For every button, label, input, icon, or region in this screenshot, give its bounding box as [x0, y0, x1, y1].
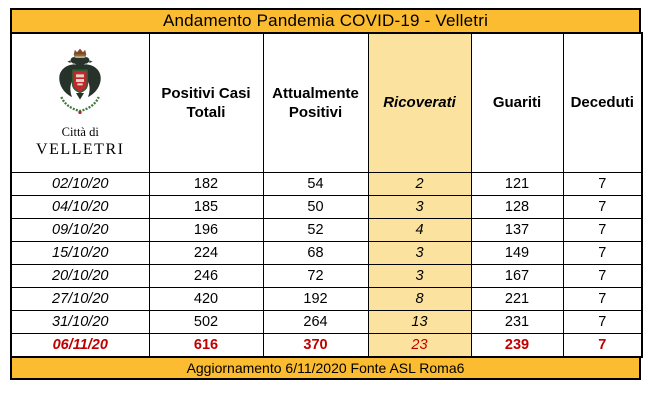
ricoverati-cell: 2	[367, 172, 472, 196]
covid-data-table: Città di VELLETRI Positivi Casi Totali A…	[10, 32, 643, 358]
deceduti-cell: 7	[562, 241, 643, 265]
guariti-cell: 167	[470, 264, 564, 288]
date-cell: 02/10/20	[10, 172, 150, 196]
table-row: 15/10/20 224 68 3 149 7	[10, 241, 643, 265]
date-cell: 15/10/20	[10, 241, 150, 265]
date-cell: 04/10/20	[10, 195, 150, 219]
deceduti-cell: 7	[562, 310, 643, 334]
positivi-casi-totali-cell: 246	[148, 264, 264, 288]
deceduti-cell: 7	[562, 172, 643, 196]
attualmente-positivi-cell: 370	[262, 333, 369, 357]
date-cell: 20/10/20	[10, 264, 150, 288]
attualmente-positivi-cell: 264	[262, 310, 369, 334]
column-header-guariti: Guariti	[470, 32, 564, 173]
table-row: 27/10/20 420 192 8 221 7	[10, 287, 643, 311]
guariti-cell: 149	[470, 241, 564, 265]
table-row: 02/10/20 182 54 2 121 7	[10, 172, 643, 196]
footer-bar: Aggiornamento 6/11/2020 Fonte ASL Roma6	[10, 355, 641, 380]
deceduti-cell: 7	[562, 195, 643, 219]
attualmente-positivi-cell: 68	[262, 241, 369, 265]
table-header-row: Città di VELLETRI Positivi Casi Totali A…	[10, 32, 643, 173]
page-title: Andamento Pandemia COVID-19 - Velletri	[162, 11, 489, 30]
guariti-cell: 128	[470, 195, 564, 219]
date-cell: 06/11/20	[10, 333, 150, 357]
column-header-positivi-casi-totali: Positivi Casi Totali	[148, 32, 264, 173]
guariti-cell: 239	[470, 333, 564, 357]
date-cell: 09/10/20	[10, 218, 150, 242]
velletri-coat-of-arms-icon	[59, 48, 101, 114]
ricoverati-cell: 13	[367, 310, 472, 334]
deceduti-cell: 7	[562, 264, 643, 288]
deceduti-cell: 7	[562, 218, 643, 242]
column-header-ricoverati: Ricoverati	[367, 32, 472, 173]
logo-cell: Città di VELLETRI	[10, 32, 150, 173]
table-row: 04/10/20 185 50 3 128 7	[10, 195, 643, 219]
ricoverati-cell: 8	[367, 287, 472, 311]
guariti-cell: 121	[470, 172, 564, 196]
guariti-cell: 221	[470, 287, 564, 311]
positivi-casi-totali-cell: 420	[148, 287, 264, 311]
positivi-casi-totali-cell: 185	[148, 195, 264, 219]
ricoverati-cell: 23	[367, 333, 472, 357]
table-row: 20/10/20 246 72 3 167 7	[10, 264, 643, 288]
title-bar: Andamento Pandemia COVID-19 - Velletri	[10, 8, 641, 34]
table-row-latest: 06/11/20 616 370 23 239 7	[10, 333, 643, 357]
attualmente-positivi-cell: 54	[262, 172, 369, 196]
ricoverati-cell: 3	[367, 241, 472, 265]
attualmente-positivi-cell: 192	[262, 287, 369, 311]
table-row: 31/10/20 502 264 13 231 7	[10, 310, 643, 334]
positivi-casi-totali-cell: 502	[148, 310, 264, 334]
guariti-cell: 231	[470, 310, 564, 334]
attualmente-positivi-cell: 72	[262, 264, 369, 288]
positivi-casi-totali-cell: 182	[148, 172, 264, 196]
update-note: Aggiornamento 6/11/2020 Fonte ASL Roma6	[186, 359, 465, 376]
positivi-casi-totali-cell: 616	[148, 333, 264, 357]
logo-city-label: Città di	[61, 124, 99, 139]
attualmente-positivi-cell: 52	[262, 218, 369, 242]
date-cell: 27/10/20	[10, 287, 150, 311]
ricoverati-cell: 4	[367, 218, 472, 242]
table-row: 09/10/20 196 52 4 137 7	[10, 218, 643, 242]
deceduti-cell: 7	[562, 287, 643, 311]
page: Andamento Pandemia COVID-19 - Velletri	[10, 8, 643, 380]
ricoverati-cell: 3	[367, 264, 472, 288]
guariti-cell: 137	[470, 218, 564, 242]
ricoverati-cell: 3	[367, 195, 472, 219]
column-header-deceduti: Deceduti	[562, 32, 643, 173]
attualmente-positivi-cell: 50	[262, 195, 369, 219]
deceduti-cell: 7	[562, 333, 643, 357]
date-cell: 31/10/20	[10, 310, 150, 334]
logo-city-name: VELLETRI	[36, 141, 125, 159]
column-header-attualmente-positivi: Attualmente Positivi	[262, 32, 369, 173]
positivi-casi-totali-cell: 224	[148, 241, 264, 265]
positivi-casi-totali-cell: 196	[148, 218, 264, 242]
